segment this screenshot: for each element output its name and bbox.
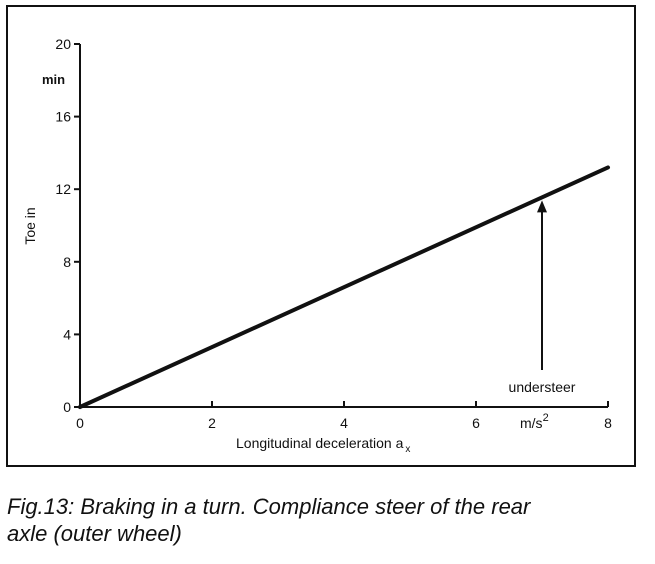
x-tick-label: 8 — [604, 415, 612, 431]
x-tick-label: 6 — [472, 415, 480, 431]
x-tick-label: 4 — [340, 415, 348, 431]
y-axis-title: Toe in — [22, 207, 38, 244]
x-unit-superscript: 2 — [543, 412, 549, 424]
y-tick-label: 4 — [63, 326, 71, 342]
x-tick-label: 2 — [208, 415, 216, 431]
y-tick-label: 16 — [55, 109, 71, 125]
y-unit-label: min — [42, 72, 65, 87]
y-ticks: 0 4 8 12 16 20 — [55, 36, 80, 415]
understeer-annotation: understeer — [509, 379, 576, 395]
figure-caption: Fig.13: Braking in a turn. Compliance st… — [7, 493, 647, 547]
understeer-arrowhead — [537, 200, 547, 213]
caption-line-2: axle (outer wheel) — [7, 521, 182, 546]
x-unit-label: m/s2 — [520, 412, 549, 431]
toe-in-line — [78, 165, 610, 409]
y-tick-label: 20 — [55, 36, 71, 52]
y-tick-label: 12 — [55, 181, 71, 197]
y-tick-label: 8 — [63, 254, 71, 270]
x-tick-label: 0 — [76, 415, 84, 431]
x-axis-title-subscript: x — [405, 444, 410, 455]
figure-frame — [6, 5, 636, 467]
y-tick-label: 0 — [63, 399, 71, 415]
caption-line-1: Fig.13: Braking in a turn. Compliance st… — [7, 494, 531, 519]
x-axis-title-main: Longitudinal deceleration a — [236, 435, 404, 451]
x-unit-base: m/s — [520, 415, 543, 431]
